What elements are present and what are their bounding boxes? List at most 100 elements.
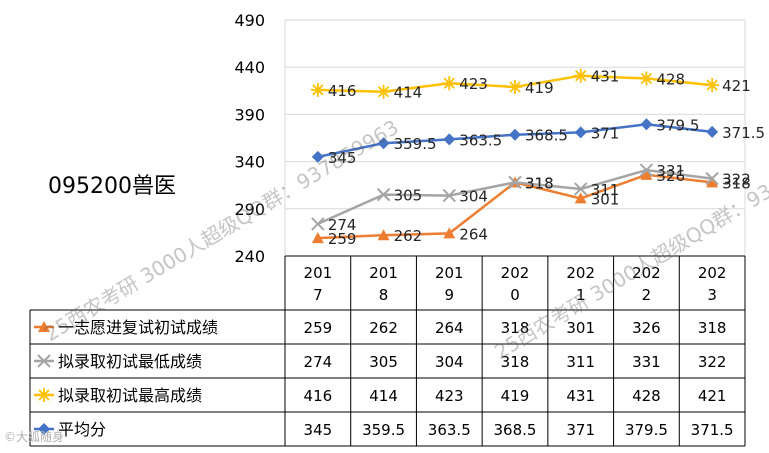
x-marker — [639, 163, 654, 177]
x-category-label: 201 — [435, 264, 464, 282]
x-category-label: 202 — [698, 264, 727, 282]
star-marker — [705, 78, 720, 93]
series-gray: 274 305 304 318 311 331 322 — [311, 162, 751, 234]
table-cell-value: 419 — [501, 387, 530, 405]
data-label: 428 — [656, 71, 685, 89]
x-marker — [705, 171, 719, 186]
table-cell-value: 368.5 — [494, 421, 537, 439]
series-blue: 345 359.5 363.5 368.5 371 379.5 371.5 — [311, 116, 765, 167]
x-category-label: 2 — [642, 286, 652, 304]
table-cell-value: 428 — [632, 387, 661, 405]
triangle-marker — [38, 321, 50, 332]
x-category-label: 7 — [313, 286, 323, 304]
star-marker — [376, 84, 391, 99]
diamond-marker — [311, 150, 324, 163]
x-category-label: 201 — [304, 264, 333, 282]
data-label: 423 — [459, 75, 488, 93]
data-label: 304 — [459, 188, 488, 206]
table-cell-value: 318 — [501, 353, 530, 371]
table-cell-value: 371.5 — [691, 421, 734, 439]
chart-side-title: 095200兽医 — [48, 174, 176, 199]
series-gold: 416 414 423 419 431 428 421 — [310, 68, 751, 102]
table-cell-value: 262 — [369, 319, 398, 337]
triangle-marker — [443, 227, 456, 239]
table-cell-value: 305 — [369, 353, 398, 371]
table-cell-value: 264 — [435, 319, 464, 337]
data-label: 305 — [394, 187, 423, 205]
table-cell-value: 318 — [698, 319, 727, 337]
table-cell-value: 379.5 — [625, 421, 668, 439]
table-cell-value: 363.5 — [428, 421, 471, 439]
triangle-marker — [706, 176, 719, 188]
triangle-marker — [640, 168, 653, 180]
x-marker — [376, 187, 391, 202]
data-label: 345 — [328, 149, 357, 167]
x-category-label: 202 — [632, 264, 661, 282]
data-label: 318 — [722, 174, 751, 192]
x-marker — [442, 188, 456, 203]
star-marker — [573, 68, 588, 83]
table-cell-value: 322 — [698, 353, 727, 371]
star-marker — [508, 80, 522, 95]
diamond-marker — [443, 133, 456, 146]
diamond-marker — [574, 126, 587, 139]
diamond-marker — [509, 128, 521, 141]
table-cell-value: 259 — [304, 319, 333, 337]
data-label: 259 — [328, 230, 357, 248]
x-category-label: 3 — [707, 286, 717, 304]
legend-series-name: 一志愿进复试初试成绩 — [58, 318, 218, 337]
data-label: 318 — [525, 174, 554, 192]
table-cell-value: 331 — [632, 353, 661, 371]
triangle-marker — [311, 232, 324, 244]
table-cell-value: 345 — [304, 421, 333, 439]
y-tick-label: 290 — [234, 200, 265, 219]
data-label: 311 — [591, 181, 620, 199]
x-marker — [311, 217, 325, 231]
data-label: 371.5 — [722, 124, 765, 142]
legend-series-name: 平均分 — [58, 420, 106, 439]
triangle-marker — [377, 229, 390, 241]
data-label: 363.5 — [459, 131, 502, 149]
data-label: 359.5 — [394, 135, 437, 153]
diamond-marker — [38, 423, 50, 435]
data-label: 368.5 — [525, 127, 568, 145]
data-label: 301 — [591, 190, 620, 208]
star-marker — [442, 76, 457, 91]
x-category-label: 202 — [501, 264, 530, 282]
y-tick-label: 440 — [234, 58, 265, 77]
y-tick-label: 240 — [234, 247, 265, 266]
data-label: 421 — [722, 77, 751, 95]
data-label: 431 — [591, 68, 620, 86]
table-cell-value: 371 — [566, 421, 595, 439]
table-cell-value: 301 — [566, 319, 595, 337]
x-category-label: 201 — [369, 264, 398, 282]
data-label: 274 — [328, 216, 357, 234]
table-cell-value: 416 — [304, 387, 333, 405]
star-marker — [639, 71, 654, 86]
y-tick-label: 340 — [234, 153, 265, 172]
x-category-label: 202 — [566, 264, 595, 282]
y-tick-label: 490 — [234, 11, 265, 30]
corner-watermark: ©大狐随身 — [4, 430, 65, 444]
data-label: 331 — [656, 162, 685, 180]
table-cell-value: 359.5 — [362, 421, 405, 439]
table-cell-value: 326 — [632, 319, 661, 337]
triangle-marker — [574, 192, 587, 204]
table-cell-value: 318 — [501, 319, 530, 337]
x-marker — [574, 182, 588, 196]
legend-series-name: 拟录取初试最低成绩 — [58, 352, 202, 371]
data-label: 262 — [394, 227, 423, 245]
data-label: 318 — [525, 174, 554, 192]
x-category-label: 9 — [445, 286, 455, 304]
table-cell-value: 423 — [435, 387, 464, 405]
table-cell-value: 414 — [369, 387, 398, 405]
star-marker — [310, 82, 325, 97]
data-label: 419 — [525, 79, 554, 97]
table-cell-value: 311 — [566, 353, 595, 371]
x-category-label: 0 — [510, 286, 520, 304]
x-marker — [508, 175, 522, 190]
data-label: 379.5 — [656, 116, 699, 134]
data-label: 414 — [394, 84, 423, 102]
